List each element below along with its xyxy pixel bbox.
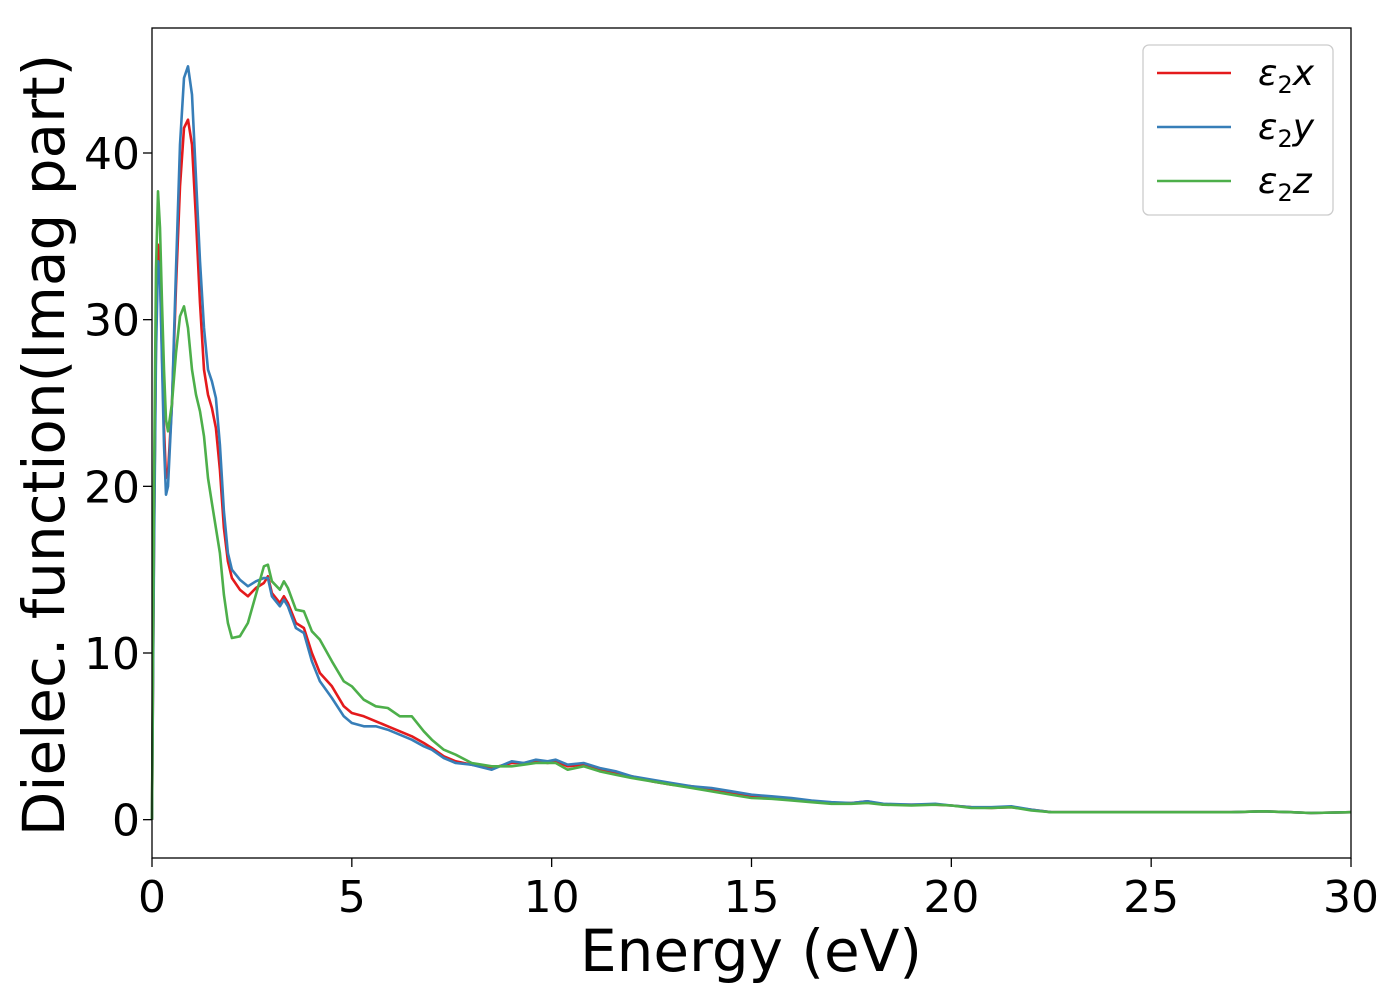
legend: ε2x ε2y ε2z [1142,44,1334,216]
legend-items: ε2x ε2y ε2z [1157,53,1315,207]
legend-label-z: ε2z [1258,161,1313,207]
x-tick-label: 20 [923,872,979,923]
x-axis-ticks: 0 5 10 15 20 25 30 [138,858,1379,923]
series-line-z [150,190,1352,820]
x-tick-label: 15 [724,872,780,923]
y-axis-ticks: 0 10 20 30 40 [84,129,152,847]
y-tick-label: 30 [84,296,140,347]
y-tick-label: 20 [84,462,140,513]
x-tick-label: 5 [338,872,366,923]
series-layer [150,65,1352,820]
series-line-x [150,118,1352,820]
x-tick-label: 30 [1323,872,1379,923]
x-tick-label: 0 [138,872,166,923]
y-tick-label: 10 [84,629,140,680]
legend-label-y: ε2y [1258,107,1315,153]
y-tick-label: 40 [84,129,140,180]
legend-frame [1142,44,1334,216]
x-axis-label: Energy (eV) [580,917,922,985]
x-tick-label: 10 [524,872,580,923]
y-axis-label: Dielec. function(Imag part) [10,54,78,837]
legend-label-x: ε2x [1258,53,1315,99]
y-tick-label: 0 [112,796,140,847]
x-tick-label: 25 [1123,872,1179,923]
